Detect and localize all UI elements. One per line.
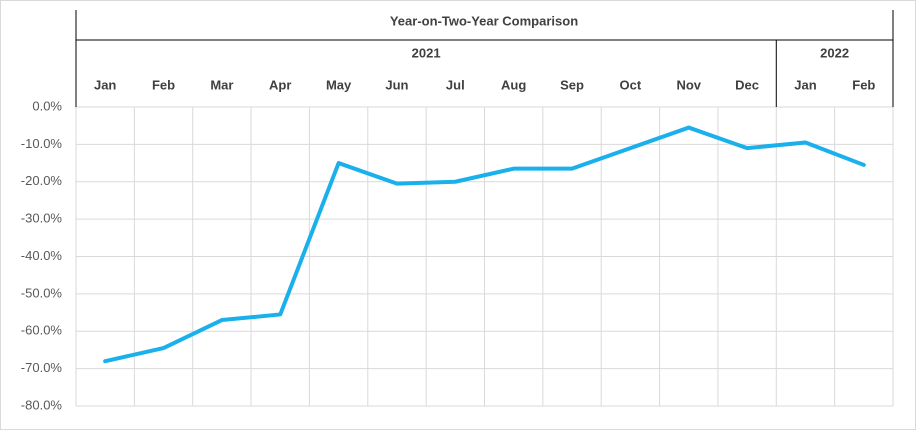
x-tick-label: Aug (501, 77, 526, 92)
group-label: 2022 (820, 45, 849, 60)
x-tick-label: Apr (269, 77, 291, 92)
x-tick-label: Mar (210, 77, 233, 92)
x-tick-label: Feb (152, 77, 175, 92)
x-tick-label: Feb (852, 77, 875, 92)
x-tick-label: Oct (620, 77, 642, 92)
x-tick-label: Dec (735, 77, 759, 92)
data-line (103, 125, 866, 364)
y-tick-label: -70.0% (21, 360, 63, 375)
axis-title: Year-on-Two-Year Comparison (390, 13, 578, 28)
x-tick-label: Jan (94, 77, 116, 92)
x-tick-label: Nov (676, 77, 701, 92)
y-tick-label: -10.0% (21, 136, 63, 151)
y-tick-label: -20.0% (21, 173, 63, 188)
y-tick-label: -30.0% (21, 211, 63, 226)
group-label: 2021 (412, 45, 441, 60)
x-tick-label: Jan (794, 77, 816, 92)
x-tick-label: Sep (560, 77, 584, 92)
y-tick-label: -60.0% (21, 323, 63, 338)
y-tick-label: -50.0% (21, 285, 63, 300)
x-tick-label: Jul (446, 77, 465, 92)
y-tick-label: -80.0% (21, 397, 63, 412)
y-tick-label: 0.0% (32, 98, 62, 113)
y-tick-label: -40.0% (21, 248, 63, 263)
x-tick-label: May (326, 77, 352, 92)
x-tick-label: Jun (385, 77, 408, 92)
